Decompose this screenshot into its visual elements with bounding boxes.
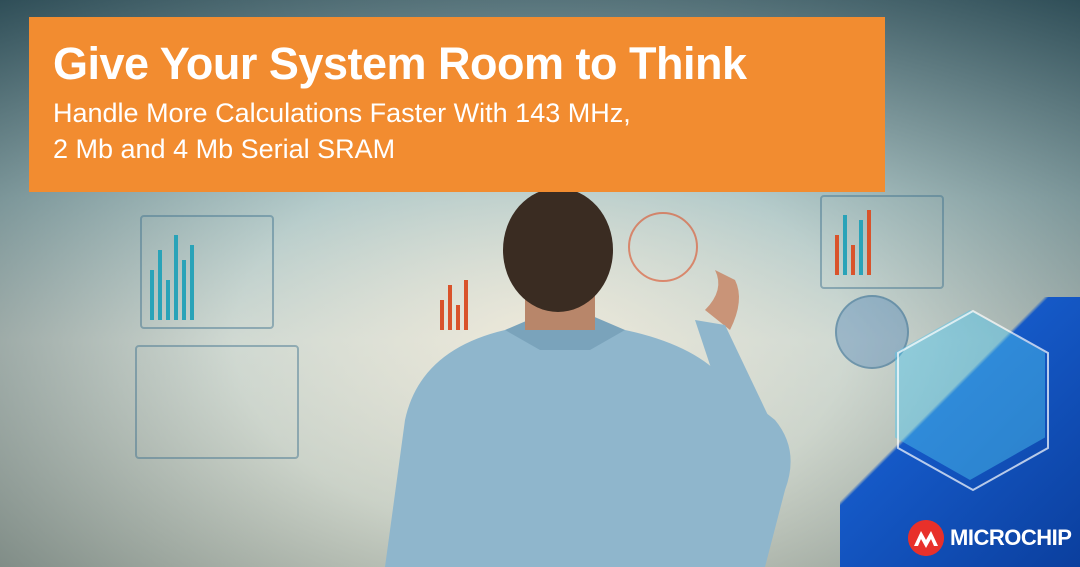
blue-graphic-corner <box>840 297 1080 567</box>
microchip-logo: MICROCHIP <box>908 520 1072 556</box>
headline-title: Give Your System Room to Think <box>53 38 747 89</box>
doodle-chart <box>140 215 274 329</box>
headline-subtitle-line1: Handle More Calculations Faster With 143… <box>53 98 631 128</box>
doodle-chart <box>135 345 299 459</box>
doodle-bars <box>440 270 468 330</box>
doodle-chart <box>820 195 944 289</box>
doodle-bars <box>835 205 871 275</box>
microchip-logo-text: MICROCHIP <box>950 525 1072 550</box>
microchip-logo-icon <box>908 520 944 556</box>
doodle-bars <box>150 230 194 320</box>
person-writing-on-whiteboard <box>385 190 791 567</box>
headline-banner: Give Your System Room to Think Handle Mo… <box>29 17 885 192</box>
headline-subtitle-line2: 2 Mb and 4 Mb Serial SRAM <box>53 134 396 164</box>
doodle-pie-chart <box>628 212 698 282</box>
hexagon-outline-graphic <box>897 309 1049 492</box>
